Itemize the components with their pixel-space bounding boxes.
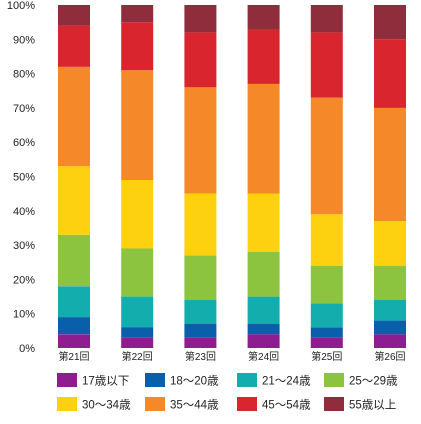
bar-segment bbox=[247, 324, 280, 335]
bar-segment bbox=[184, 337, 217, 348]
bar-segment bbox=[310, 265, 343, 304]
bar-segment bbox=[374, 300, 406, 321]
legend-swatch bbox=[57, 373, 77, 387]
bar-segment bbox=[184, 300, 217, 324]
bar-segment bbox=[310, 97, 343, 215]
x-tick-label: 第23回 bbox=[185, 350, 216, 363]
x-axis: 第21回 第22回 第23回 第24回 第25回 第26回 bbox=[58, 350, 405, 363]
y-tick-label: 40% bbox=[13, 206, 35, 218]
bar-segment bbox=[374, 39, 406, 108]
legend-label: 21～24歳 bbox=[262, 375, 311, 388]
bars bbox=[58, 5, 406, 348]
bar-segment bbox=[121, 327, 154, 338]
bar-segment bbox=[310, 327, 343, 338]
bar-segment bbox=[247, 5, 280, 29]
legend-swatch bbox=[145, 373, 165, 387]
bar-segment bbox=[247, 296, 280, 324]
bar-segment bbox=[58, 66, 90, 167]
y-tick-label: 30% bbox=[13, 240, 35, 252]
legend-label: 25～29歳 bbox=[349, 375, 398, 388]
legend-label: 45～54歳 bbox=[262, 399, 311, 412]
bar-segment bbox=[184, 324, 217, 338]
y-tick-label: 60% bbox=[13, 137, 35, 149]
bar-segment bbox=[310, 214, 343, 266]
y-tick-label: 20% bbox=[13, 274, 35, 286]
bar-segment bbox=[58, 5, 90, 26]
bar-segment bbox=[374, 5, 406, 40]
y-tick-label: 0% bbox=[19, 343, 35, 355]
bar-segment bbox=[121, 70, 154, 180]
y-tick-label: 90% bbox=[13, 34, 35, 46]
bar-segment bbox=[184, 5, 217, 33]
legend-swatch bbox=[237, 397, 257, 411]
bar-segment bbox=[310, 5, 343, 33]
bar-segment bbox=[58, 334, 90, 348]
legend-label: 35～44歳 bbox=[170, 399, 219, 412]
bar-segment bbox=[247, 334, 280, 348]
bar-segment bbox=[184, 193, 217, 256]
bar-segment bbox=[247, 83, 280, 194]
bar-segment bbox=[121, 179, 154, 249]
bar-segment bbox=[310, 303, 343, 328]
bar-segment bbox=[121, 248, 154, 297]
x-tick-label: 第25回 bbox=[311, 350, 342, 363]
bar-segment bbox=[58, 234, 90, 287]
y-axis: 0% 10% 20% 30% 40% 50% 60% 70% 80% 90% 100% bbox=[7, 0, 35, 355]
bar-segment bbox=[121, 296, 154, 328]
legend-label: 30～34歳 bbox=[82, 399, 131, 412]
bar-segment bbox=[121, 22, 154, 71]
x-tick-label: 第22回 bbox=[122, 350, 153, 363]
y-tick-label: 100% bbox=[7, 0, 35, 12]
bar-segment bbox=[374, 265, 406, 300]
legend: 17歳以下 18～20歳 21～24歳 25～29歳 30～34歳 35～44歳 45～54… bbox=[57, 373, 398, 412]
x-tick-label: 第24回 bbox=[248, 350, 279, 363]
bar-segment bbox=[184, 255, 217, 300]
bar-segment bbox=[58, 286, 90, 318]
legend-swatch bbox=[324, 373, 344, 387]
x-tick-label: 第26回 bbox=[374, 350, 405, 363]
bar-segment bbox=[58, 317, 90, 335]
bar-segment bbox=[374, 334, 406, 348]
bar-segment bbox=[58, 166, 90, 235]
bar-segment bbox=[121, 337, 154, 348]
legend-swatch bbox=[57, 397, 77, 411]
bar-segment bbox=[247, 252, 280, 297]
y-tick-label: 50% bbox=[13, 172, 35, 184]
x-tick-label: 第21回 bbox=[58, 350, 89, 363]
bar-segment bbox=[247, 29, 280, 84]
legend-label: 17歳以下 bbox=[82, 375, 129, 388]
bar-segment bbox=[310, 337, 343, 348]
bar-segment bbox=[184, 87, 217, 194]
legend-label: 18～20歳 bbox=[170, 375, 219, 388]
bar-segment bbox=[374, 320, 406, 335]
y-tick-label: 70% bbox=[13, 103, 35, 115]
legend-label: 55歳以上 bbox=[349, 399, 396, 412]
bar-segment bbox=[310, 32, 343, 98]
bar-segment bbox=[247, 193, 280, 252]
legend-swatch bbox=[237, 373, 257, 387]
bar-segment bbox=[184, 32, 217, 88]
y-tick-label: 10% bbox=[13, 309, 35, 321]
legend-swatch bbox=[324, 397, 344, 411]
bar-segment bbox=[121, 5, 154, 23]
bar-segment bbox=[58, 25, 90, 67]
bar-segment bbox=[374, 107, 406, 222]
y-tick-label: 80% bbox=[13, 69, 35, 81]
legend-swatch bbox=[145, 397, 165, 411]
bar-segment bbox=[374, 221, 406, 266]
